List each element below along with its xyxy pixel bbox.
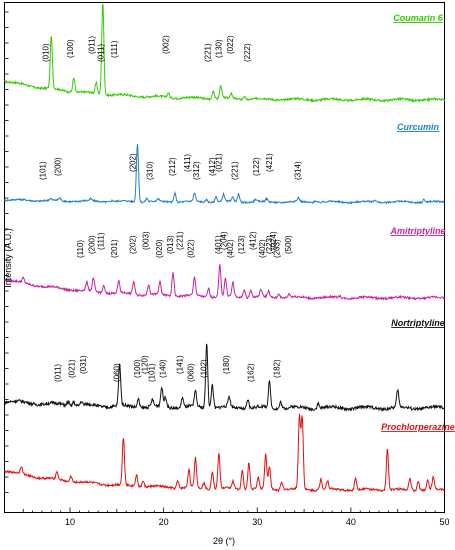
x-tick-label: 50 — [439, 517, 449, 527]
series-line — [4, 343, 445, 412]
peak-label: (123) — [237, 235, 246, 254]
peak-label: (111) — [110, 40, 119, 58]
peak-label: (120) — [141, 355, 150, 374]
peak-label: (010) — [42, 43, 51, 62]
peak-label: (180) — [222, 355, 231, 374]
x-axis-title: 2θ (°) — [213, 536, 235, 546]
peak-label: (312) — [192, 161, 201, 180]
peak-label: (402) — [258, 239, 267, 258]
peak-label: (221) — [231, 161, 240, 180]
peak-label: (203) — [273, 239, 282, 258]
peak-label: (402) — [226, 239, 235, 258]
peak-label: (421) — [265, 153, 274, 172]
peak-label: (024) — [269, 231, 278, 250]
peak-label: (314) — [293, 161, 302, 180]
peak-label: (002) — [161, 35, 170, 54]
series-names-layer: Coumarin 6 Curcumin Amitriptyline Nortripty… — [381, 13, 455, 432]
peak-label: (130) — [215, 39, 224, 58]
peak-label: (122) — [252, 157, 261, 176]
peak-label: (141) — [175, 355, 184, 374]
peak-label: (110) — [76, 240, 85, 258]
peak-label: (401) — [214, 235, 223, 254]
x-axis-ticks: 10 20 30 40 50 — [22, 507, 450, 527]
x-tick-label: 10 — [65, 517, 75, 527]
plot-frame — [4, 2, 445, 513]
peak-labels-layer: (010) (100) (011) (011) (111) (002) (221) (130)… — [39, 35, 303, 382]
peak-label: (101) — [39, 161, 48, 180]
peak-label: (412) — [248, 231, 257, 250]
series-line — [4, 143, 445, 205]
x-tick-label: 20 — [159, 517, 169, 527]
peak-label: (060) — [187, 363, 196, 382]
peak-label: (223) — [265, 235, 274, 254]
peak-label: (100) — [66, 39, 75, 58]
peak-label: (011) — [87, 36, 96, 54]
peak-label: (310) — [145, 161, 154, 180]
peak-label: (212) — [168, 157, 177, 176]
peak-label: (102) — [200, 359, 209, 378]
series-name: Amitriptyline — [389, 226, 445, 236]
peak-label: (204) — [219, 231, 228, 250]
peak-label: (021) — [215, 153, 224, 172]
peak-label: (222) — [243, 43, 252, 62]
series-name: Coumarin 6 — [393, 13, 444, 23]
peak-label: (022) — [226, 35, 235, 54]
peak-label: (500) — [284, 235, 293, 254]
y-axis-title: Intensity (A.U.) — [3, 228, 13, 288]
series-line — [4, 413, 445, 494]
peak-label: (221) — [204, 43, 213, 62]
peak-label: (060) — [113, 363, 122, 382]
peak-label: (031) — [79, 355, 88, 374]
peak-label: (162) — [247, 363, 256, 382]
peak-label: (411) — [183, 154, 192, 172]
peak-label: (100) — [133, 359, 142, 378]
y-axis-ticks — [4, 11, 9, 493]
peak-label: (201) — [110, 239, 119, 258]
peak-label: (013) — [166, 235, 175, 254]
peak-label: (140) — [159, 359, 168, 378]
peak-label: (003) — [142, 231, 151, 250]
peak-label: (011) — [54, 364, 63, 382]
peak-label: (200) — [87, 235, 96, 254]
peak-label: (021) — [68, 359, 77, 378]
series-name: Nortriptyline — [391, 318, 445, 328]
peak-label: (412) — [208, 157, 217, 176]
series-layer — [4, 3, 445, 494]
series-name: Curcumin — [397, 122, 440, 132]
series-line — [4, 3, 445, 104]
series-line — [4, 264, 445, 301]
series-name: Prochlorperazine — [381, 422, 455, 432]
peak-label: (020) — [155, 239, 164, 258]
peak-label: (111) — [97, 232, 106, 250]
peak-label: (182) — [273, 359, 282, 378]
peak-label: (221) — [175, 231, 184, 250]
peak-label: (022) — [187, 239, 196, 258]
x-tick-label: 40 — [346, 517, 356, 527]
peak-label: (202) — [129, 153, 138, 172]
peak-label: (101) — [147, 363, 156, 382]
peak-label: (202) — [129, 235, 138, 254]
x-tick-label: 30 — [252, 517, 262, 527]
peak-label: (200) — [54, 157, 63, 176]
peak-label: (011) — [97, 44, 106, 62]
